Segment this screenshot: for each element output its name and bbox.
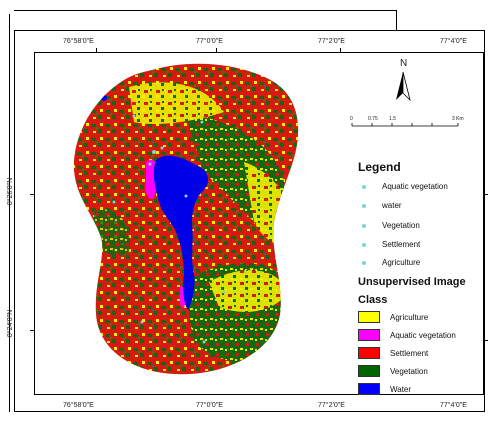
legend-point-item: water [362,201,402,210]
color-swatch [358,383,380,395]
map-frame [14,30,485,412]
grid-tick [30,194,34,195]
legend-class-item: Aquatic vegetation [358,329,456,341]
legend-class-item: Vegetation [358,365,428,377]
left-border-bar [0,14,10,412]
scale-bar [351,123,459,127]
y-tick-1: 8°26'0"N [7,177,15,206]
grid-tick [96,48,97,52]
legend-title: Legend [358,160,401,174]
point-marker-icon [362,260,366,265]
grid-tick [216,48,217,52]
x-tick-bottom-4: 77°4'0"E [440,402,467,409]
top-border-tick [396,10,397,30]
x-tick-top-1: 76°58'0"E [63,38,94,45]
legend-point-label: Aquatic vegetation [382,182,448,191]
point-marker-icon [362,184,366,189]
legend-point-label: water [382,201,402,210]
class-title-line1: Unsupervised Image [358,276,466,288]
north-arrow-icon [396,71,411,102]
scale-label-1: 0.75 [368,116,378,122]
x-tick-bottom-3: 77°2'0"E [318,402,345,409]
classified-map [73,63,299,375]
point-marker-icon [362,203,366,208]
scale-label-2: 1.5 [389,116,396,122]
color-swatch [358,311,380,323]
legend-point-label: Settlement [382,240,421,249]
legend-class-item: Settlement [358,347,428,359]
class-label: Aquatic vegetation [390,330,456,340]
legend-class-item: Agriculture [358,311,428,323]
top-border-line [14,10,397,11]
classified-region [73,63,299,375]
north-label: N [400,58,408,69]
scale-label-0: 0 [350,116,353,122]
point-marker-icon [362,223,366,228]
color-swatch [358,329,380,341]
legend-point-item: Agriculture [362,258,420,267]
x-tick-top-3: 77°2'0"E [318,38,345,45]
color-swatch [358,365,380,377]
class-label: Water [390,384,412,394]
x-tick-top-2: 77°0'0"E [196,38,223,45]
y-tick-2: 8°24'0"N [7,309,15,338]
class-label: Vegetation [390,366,428,376]
grid-tick [340,48,341,52]
x-tick-bottom-2: 77°0'0"E [196,402,223,409]
legend-point-item: Settlement [362,240,420,249]
class-label: Settlement [390,348,429,358]
legend-point-item: Aquatic vegetation [362,182,448,191]
x-tick-bottom-1: 76°58'0"E [63,402,94,409]
point-marker-icon [362,242,366,247]
legend-class-item: Water [358,383,411,395]
scale-label-3: 3 Km [452,116,464,122]
grid-tick [30,330,34,331]
grid-tick [484,340,488,341]
class-label: Agriculture [390,312,429,322]
legend-point-label: Agriculture [382,258,421,267]
x-tick-top-4: 77°4'0"E [440,38,467,45]
color-swatch [358,347,380,359]
legend-point-item: Vegetation [362,221,420,230]
grid-tick [484,194,488,195]
class-title-line2: Class [358,294,388,306]
legend-point-label: Vegetation [382,221,420,230]
